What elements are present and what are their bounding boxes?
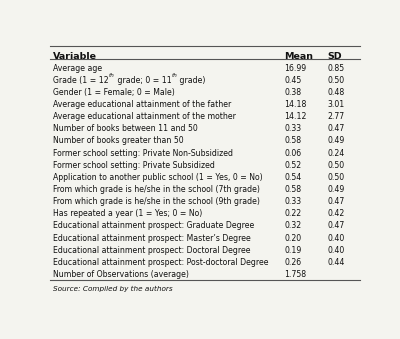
- Text: Former school setting: Private Subsidized: Former school setting: Private Subsidize…: [53, 161, 215, 170]
- Text: 16.99: 16.99: [284, 64, 306, 73]
- Text: 0.58: 0.58: [284, 137, 301, 145]
- Text: 1.758: 1.758: [284, 270, 306, 279]
- Text: 0.49: 0.49: [328, 185, 345, 194]
- Text: 3.01: 3.01: [328, 100, 345, 109]
- Text: 0.54: 0.54: [284, 173, 301, 182]
- Text: 0.49: 0.49: [328, 137, 345, 145]
- Text: 2.77: 2.77: [328, 112, 344, 121]
- Text: Has repeated a year (1 = Yes; 0 = No): Has repeated a year (1 = Yes; 0 = No): [53, 209, 202, 218]
- Text: th: th: [109, 73, 114, 78]
- Text: 14.12: 14.12: [284, 112, 306, 121]
- Text: 0.47: 0.47: [328, 197, 345, 206]
- Text: Number of Observations (average): Number of Observations (average): [53, 270, 189, 279]
- Text: Grade (1 = 12: Grade (1 = 12: [53, 76, 109, 85]
- Text: 0.85: 0.85: [328, 64, 344, 73]
- Text: 0.32: 0.32: [284, 221, 301, 231]
- Text: 0.47: 0.47: [328, 221, 345, 231]
- Text: Former school setting: Private Non-Subsidized: Former school setting: Private Non-Subsi…: [53, 148, 233, 158]
- Text: From which grade is he/she in the school (9th grade): From which grade is he/she in the school…: [53, 197, 260, 206]
- Text: 0.50: 0.50: [328, 173, 344, 182]
- Text: From which grade is he/she in the school (7th grade): From which grade is he/she in the school…: [53, 185, 260, 194]
- Text: 0.40: 0.40: [328, 234, 345, 243]
- Text: Application to another public school (1 = Yes, 0 = No): Application to another public school (1 …: [53, 173, 263, 182]
- Text: Educational attainment prospect: Master’s Degree: Educational attainment prospect: Master’…: [53, 234, 251, 243]
- Text: Educational attainment prospect: Post-doctoral Degree: Educational attainment prospect: Post-do…: [53, 258, 269, 267]
- Text: 14.18: 14.18: [284, 100, 306, 109]
- Text: 0.20: 0.20: [284, 234, 301, 243]
- Text: 0.26: 0.26: [284, 258, 301, 267]
- Text: grade; 0 = 11: grade; 0 = 11: [114, 76, 171, 85]
- Text: Variable: Variable: [53, 53, 97, 61]
- Text: Source: Compiled by the authors: Source: Compiled by the authors: [53, 286, 173, 292]
- Text: Average educational attainment of the father: Average educational attainment of the fa…: [53, 100, 231, 109]
- Text: th: th: [171, 73, 177, 78]
- Text: Number of books greater than 50: Number of books greater than 50: [53, 137, 184, 145]
- Text: 0.47: 0.47: [328, 124, 345, 133]
- Text: Educational attainment prospect: Doctoral Degree: Educational attainment prospect: Doctora…: [53, 246, 250, 255]
- Text: Educational attainment prospect: Graduate Degree: Educational attainment prospect: Graduat…: [53, 221, 254, 231]
- Text: Gender (1 = Female; 0 = Male): Gender (1 = Female; 0 = Male): [53, 88, 175, 97]
- Text: 0.58: 0.58: [284, 185, 301, 194]
- Text: 0.44: 0.44: [328, 258, 345, 267]
- Text: 0.22: 0.22: [284, 209, 301, 218]
- Text: 0.40: 0.40: [328, 246, 345, 255]
- Text: 0.24: 0.24: [328, 148, 345, 158]
- Text: 0.52: 0.52: [284, 161, 301, 170]
- Text: Number of books between 11 and 50: Number of books between 11 and 50: [53, 124, 198, 133]
- Text: 0.33: 0.33: [284, 197, 301, 206]
- Text: Mean: Mean: [284, 53, 313, 61]
- Text: 0.33: 0.33: [284, 124, 301, 133]
- Text: grade): grade): [177, 76, 206, 85]
- Text: Average educational attainment of the mother: Average educational attainment of the mo…: [53, 112, 236, 121]
- Text: 0.42: 0.42: [328, 209, 345, 218]
- Text: 0.48: 0.48: [328, 88, 345, 97]
- Text: 0.50: 0.50: [328, 161, 344, 170]
- Text: 0.45: 0.45: [284, 76, 301, 85]
- Text: Average age: Average age: [53, 64, 102, 73]
- Text: 0.06: 0.06: [284, 148, 301, 158]
- Text: 0.38: 0.38: [284, 88, 301, 97]
- Text: SD: SD: [328, 53, 342, 61]
- Text: 0.19: 0.19: [284, 246, 301, 255]
- Text: 0.50: 0.50: [328, 76, 344, 85]
